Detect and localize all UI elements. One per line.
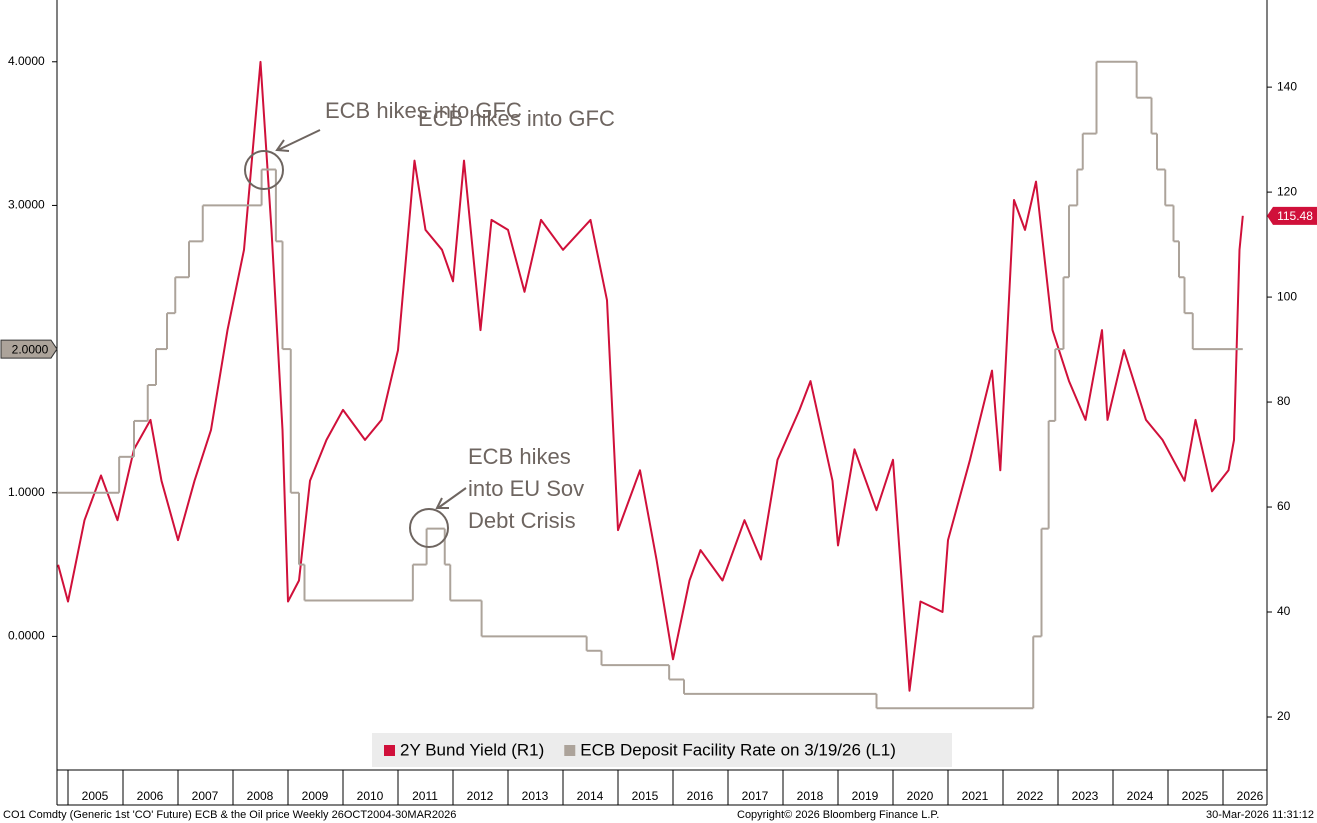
y2-tick-label: 20 xyxy=(1277,709,1291,723)
annotation-circle xyxy=(244,150,284,190)
x-tick-label: 2011 xyxy=(412,789,438,803)
x-tick-label: 2024 xyxy=(1127,789,1154,803)
x-tick-label: 2013 xyxy=(522,789,549,803)
footer: 30-Mar-2026 11:31:12 xyxy=(1206,809,1314,821)
annotation: ECB hikes xyxy=(468,444,571,469)
end-label: 115.48 xyxy=(1277,209,1313,223)
x-tick-label: 2025 xyxy=(1182,789,1209,803)
footer: CO1 Comdty (Generic 1st 'CO' Future) ECB… xyxy=(3,809,456,821)
y2-tick-label: 120 xyxy=(1277,184,1297,198)
x-tick-label: 2008 xyxy=(247,789,274,803)
legend-swatch xyxy=(564,745,576,756)
x-tick-label: 2023 xyxy=(1072,789,1099,803)
end-tag xyxy=(1267,206,1317,225)
annotation-arrow xyxy=(437,487,467,509)
annotation: Debt Crisis xyxy=(468,508,576,533)
end-tag xyxy=(0,339,58,359)
legend-box xyxy=(372,733,952,767)
x-tick-label: 2019 xyxy=(852,789,879,803)
annotation-arrow xyxy=(277,129,321,151)
y2-tick-label: 140 xyxy=(1277,79,1297,93)
x-tick-label: 2021 xyxy=(962,789,989,803)
annotation: ECB hikes into GFC xyxy=(325,98,522,123)
y2-tick-label: 40 xyxy=(1277,604,1291,618)
x-tick-label: 2018 xyxy=(797,789,824,803)
x-tick-label: 2017 xyxy=(742,789,769,803)
x-tick-label: 2015 xyxy=(632,789,659,803)
arrowhead xyxy=(275,139,290,152)
legend-label: 2Y Bund Yield (R1) xyxy=(400,740,544,759)
legend-label: ECB Deposit Facility Rate on 3/19/26 (L1… xyxy=(580,740,896,759)
x-tick-label: 2020 xyxy=(907,789,934,803)
arrowhead xyxy=(435,497,449,509)
x-tick-label: 2014 xyxy=(577,789,604,803)
x-tick-label: 2009 xyxy=(302,789,329,803)
x-tick-label: 2016 xyxy=(687,789,714,803)
plot: 2005 2006 2007 2008 2009 2010 2011 2012 2013 2014… xyxy=(0,54,1317,805)
series-line xyxy=(57,60,1244,692)
y-tick-label: 0.0000 xyxy=(8,629,45,643)
x-tick-label: 2010 xyxy=(357,789,384,803)
x-tick-label: 2005 xyxy=(82,789,109,803)
x-tick-label: 2006 xyxy=(137,789,164,803)
annotation: ECB hikes into GFC xyxy=(418,106,615,131)
legend-swatch xyxy=(384,745,395,756)
x-tick-label: 2026 xyxy=(1237,789,1264,803)
y-tick-label: 4.0000 xyxy=(8,54,45,68)
end-label: 2.0000 xyxy=(12,342,49,356)
annotation-circle xyxy=(409,508,449,548)
y2-tick-label: 100 xyxy=(1277,289,1297,303)
footer: Copyright© 2026 Bloomberg Finance L.P. xyxy=(737,809,939,821)
y2-tick-label: 60 xyxy=(1277,499,1291,513)
y-tick-label: 3.0000 xyxy=(8,198,45,212)
y2-tick-label: 80 xyxy=(1277,394,1291,408)
annotation: into EU Sov xyxy=(468,476,584,501)
x-tick-label: 2022 xyxy=(1017,789,1044,803)
legend: 2Y Bund Yield (R1) ECB Deposit Facility R… xyxy=(372,733,952,767)
x-tick-label: 2012 xyxy=(467,789,494,803)
y-tick-label: 1.0000 xyxy=(8,485,45,499)
x-tick-label: 2007 xyxy=(192,789,219,803)
